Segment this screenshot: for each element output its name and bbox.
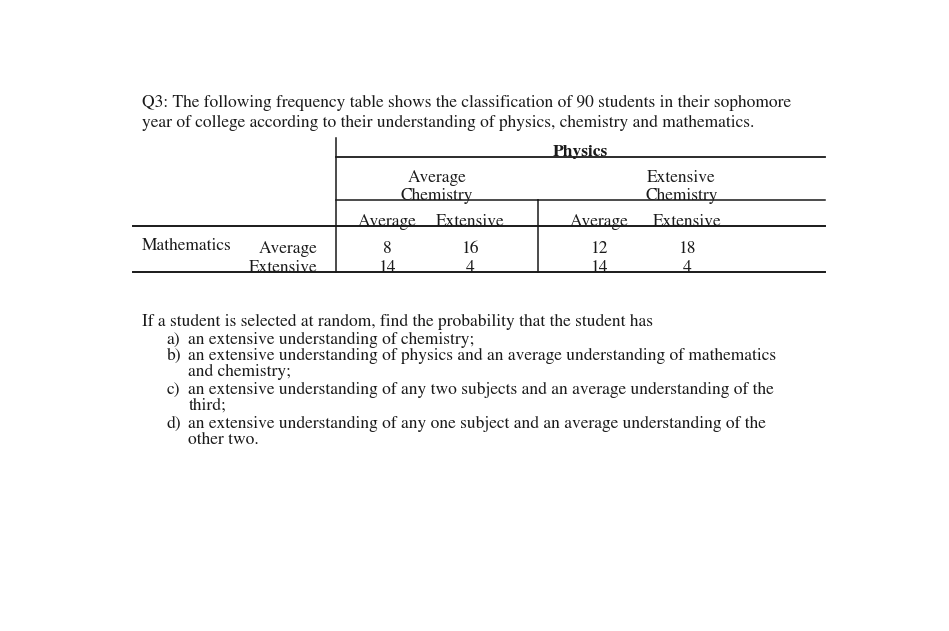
Text: 4: 4 <box>466 261 474 276</box>
Text: 14: 14 <box>379 261 396 276</box>
Text: Extensive: Extensive <box>436 214 505 230</box>
Text: c): c) <box>166 382 180 398</box>
Text: and chemistry;: and chemistry; <box>189 364 291 380</box>
Text: Average: Average <box>569 214 628 230</box>
Text: Average: Average <box>258 241 317 257</box>
Text: an extensive understanding of physics and an average understanding of mathematic: an extensive understanding of physics an… <box>189 348 776 364</box>
Text: third;: third; <box>189 398 226 414</box>
Text: 16: 16 <box>461 241 479 257</box>
Text: 4: 4 <box>682 261 692 276</box>
Text: Average: Average <box>407 170 466 187</box>
Text: d): d) <box>166 416 181 432</box>
Text: Extensive: Extensive <box>249 261 317 276</box>
Text: an extensive understanding of any one subject and an average understanding of th: an extensive understanding of any one su… <box>189 416 767 432</box>
Text: Q3: The following frequency table shows the classification of 90 students in the: Q3: The following frequency table shows … <box>142 95 791 111</box>
Text: a): a) <box>166 332 180 348</box>
Text: If a student is selected at random, find the probability that the student has: If a student is selected at random, find… <box>142 314 653 330</box>
Text: an extensive understanding of any two subjects and an average understanding of t: an extensive understanding of any two su… <box>189 382 774 398</box>
Text: 12: 12 <box>590 241 607 257</box>
Text: Chemistry: Chemistry <box>400 187 473 204</box>
Text: an extensive understanding of chemistry;: an extensive understanding of chemistry; <box>189 332 474 348</box>
Text: Extensive: Extensive <box>647 170 716 187</box>
Text: Average: Average <box>358 214 417 230</box>
Text: Physics: Physics <box>552 144 607 159</box>
Text: year of college according to their understanding of physics, chemistry and mathe: year of college according to their under… <box>142 115 754 131</box>
Text: 14: 14 <box>590 261 607 276</box>
Text: 8: 8 <box>382 241 391 257</box>
Text: b): b) <box>166 348 181 364</box>
Text: Chemistry: Chemistry <box>645 187 717 204</box>
Text: 18: 18 <box>679 241 696 257</box>
Text: Extensive: Extensive <box>653 214 721 230</box>
Text: Mathematics: Mathematics <box>142 238 232 254</box>
Text: other two.: other two. <box>189 432 259 448</box>
